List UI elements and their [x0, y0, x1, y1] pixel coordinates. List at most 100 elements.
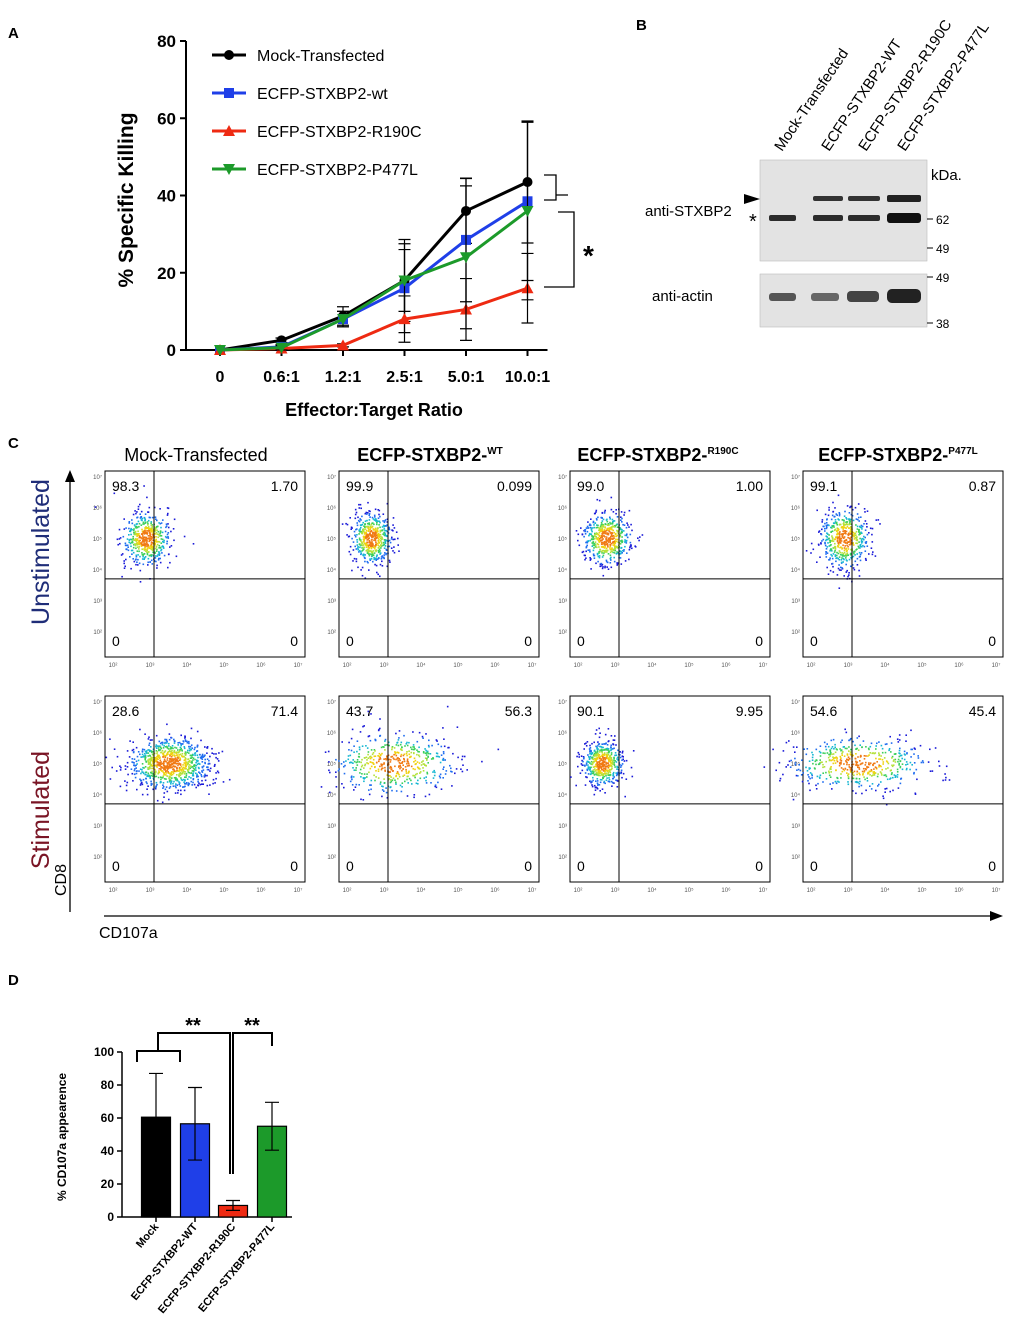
flow-event: [829, 541, 831, 544]
flow-event: [863, 776, 865, 778]
flow-event: [147, 772, 150, 775]
flow-event: [148, 761, 150, 764]
flow-event: [843, 520, 845, 522]
flow-event: [184, 757, 187, 759]
flow-event: [360, 507, 362, 510]
flow-event: [373, 749, 376, 751]
flow-event: [834, 762, 837, 764]
flow-event: [856, 553, 858, 555]
flow-event: [844, 747, 847, 750]
flow-title-sup: WT: [487, 446, 503, 457]
flow-event: [588, 748, 591, 750]
flow-event: [149, 755, 151, 757]
flow-event: [612, 777, 614, 780]
flow-event: [599, 529, 601, 531]
flow-event: [624, 795, 626, 798]
flow-event: [201, 779, 203, 782]
flow-event: [147, 774, 149, 776]
flow-event: [612, 544, 614, 546]
flow-event: [612, 774, 615, 777]
flow-event: [385, 548, 388, 551]
flow-event: [400, 753, 403, 756]
data-point: [337, 314, 349, 326]
flow-event: [419, 768, 421, 770]
flow-event: [406, 760, 409, 762]
flow-event: [856, 764, 859, 766]
flow-event: [369, 528, 371, 531]
flow-event: [161, 749, 164, 752]
flow-event: [603, 760, 606, 763]
flow-event: [193, 765, 196, 767]
flow-event: [829, 755, 831, 757]
flow-event: [838, 533, 841, 536]
flow-event: [148, 546, 150, 548]
flow-event: [374, 530, 377, 533]
flow-event: [186, 740, 188, 743]
flow-event: [602, 746, 604, 749]
flow-event: [598, 766, 601, 769]
flow-xtick-label: 10⁴: [416, 662, 426, 669]
flow-event: [855, 777, 858, 780]
flow-event: [603, 757, 606, 759]
flow-event: [870, 769, 873, 771]
flow-event: [178, 783, 181, 786]
blot-marker-38: 38: [936, 317, 950, 331]
flow-event: [188, 745, 190, 748]
flow-event: [905, 768, 908, 771]
cd107a-errorbar: [265, 1101, 279, 1151]
flow-event: [944, 779, 947, 781]
flow-event: [188, 776, 190, 778]
flow-event: [836, 527, 839, 529]
flow-event: [364, 757, 366, 759]
flow-event: [178, 754, 181, 756]
flow-event: [601, 520, 604, 522]
flow-event: [153, 551, 156, 554]
flow-event: [607, 541, 610, 543]
flow-event: [130, 545, 132, 548]
flow-event: [346, 523, 349, 526]
flow-event: [621, 528, 623, 531]
flow-event: [812, 548, 815, 551]
flow-event: [856, 773, 858, 776]
flow-event: [379, 552, 382, 554]
flow-event: [94, 506, 97, 508]
flow-event: [598, 499, 601, 502]
flow-event: [856, 542, 859, 545]
flow-event: [577, 765, 579, 768]
flow-event: [164, 765, 166, 767]
flow-event: [829, 783, 831, 785]
flow-event: [445, 770, 448, 772]
flow-event: [832, 756, 834, 758]
flow-event: [157, 536, 159, 539]
flow-event: [818, 763, 821, 765]
flow-event: [589, 780, 591, 783]
flow-event: [843, 522, 845, 524]
flow-event: [363, 780, 365, 783]
flow-event: [871, 533, 873, 536]
flow-event: [602, 758, 605, 760]
flow-event: [601, 750, 603, 752]
flow-event: [872, 762, 875, 765]
flow-event: [834, 746, 836, 749]
flow-event: [830, 518, 833, 521]
flow-event: [373, 556, 375, 559]
flow-event: [366, 551, 369, 553]
flow-event: [142, 772, 145, 775]
flow-event: [113, 492, 116, 495]
flow-event: [604, 536, 606, 538]
flow-event: [601, 541, 604, 544]
flow-event: [168, 750, 171, 753]
flow-event: [592, 779, 594, 782]
flow-event: [583, 756, 585, 759]
flow-event: [615, 538, 617, 541]
flow-event: [188, 742, 190, 745]
flow-event: [139, 539, 141, 542]
flow-event: [828, 534, 830, 536]
flow-event: [626, 533, 628, 535]
flow-event: [177, 752, 179, 754]
flow-event: [383, 543, 385, 546]
flow-event: [585, 745, 588, 747]
flow-event: [884, 788, 886, 790]
flow-event: [149, 516, 151, 519]
